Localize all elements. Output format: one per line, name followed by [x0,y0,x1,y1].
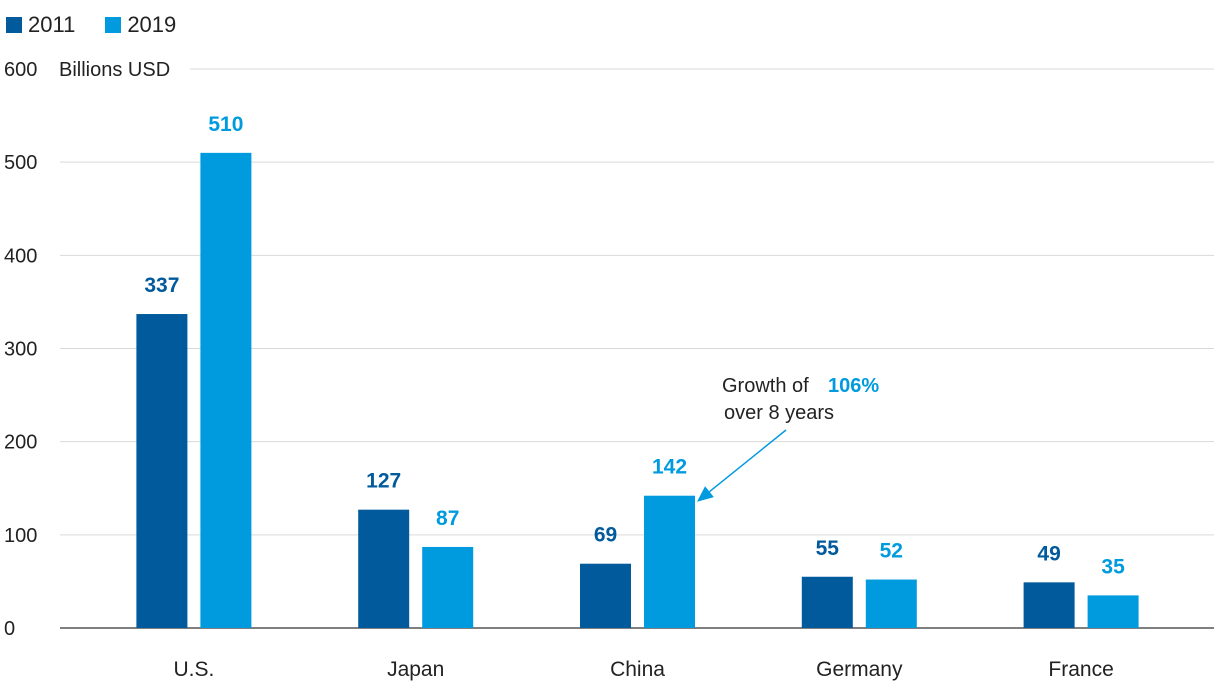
legend-label-2019: 2019 [127,12,177,37]
annotation-arrow-line [708,429,787,493]
annotation-suffix: over 8 years [724,402,834,424]
bar-u-s-2019 [200,152,252,628]
annotation-prefix: Growth of [722,375,809,397]
data-label-u-s-2011: 337 [144,274,179,297]
legend-item-2019: 2019 [105,12,176,38]
bar-germany-2019 [865,579,917,628]
y-tick-label-400: 400 [4,245,37,267]
y-tick-label-200: 200 [4,432,37,454]
y-axis-unit-label: Billions USD [59,59,170,81]
legend-item-2011: 2011 [6,12,75,38]
data-label-france-2011: 49 [1037,542,1060,565]
y-axis-ticks: 0 100 200 300 400 500 600 [4,59,37,640]
bar-france-2011 [1023,582,1075,628]
data-label-germany-2011: 55 [816,537,840,560]
y-tick-label-500: 500 [4,152,37,174]
x-tick-label-germany: Germany [816,658,903,681]
x-tick-label-u-s: U.S. [173,658,214,681]
bar-china-2011 [580,563,631,628]
annotation-arrow-head [697,486,714,502]
bar-japan-2011 [358,509,410,628]
y-tick-label-100: 100 [4,525,37,547]
legend-swatch-2011 [6,17,22,33]
y-tick-label-300: 300 [4,339,37,361]
data-labels: 337 510 127 87 69 142 55 52 49 35 [144,113,1125,579]
annotation-highlight: 106% [828,375,879,397]
bar-china-2019 [644,495,695,628]
bars [136,152,1139,628]
bar-france-2019 [1087,595,1139,628]
legend-swatch-2019 [105,17,122,33]
bar-germany-2011 [801,576,853,628]
data-label-u-s-2019: 510 [208,113,243,136]
growth-annotation: Growth of 106% over 8 years [697,375,879,502]
bar-japan-2019 [422,546,474,628]
bar-u-s-2011 [136,314,188,628]
x-tick-label-france: France [1048,658,1113,681]
data-label-japan-2019: 87 [436,507,459,530]
y-tick-label-600: 600 [4,59,37,81]
data-label-france-2019: 35 [1101,555,1125,578]
data-label-china-2019: 142 [652,456,687,479]
x-tick-label-japan: Japan [387,658,444,681]
x-tick-label-china: China [610,658,665,681]
data-label-japan-2011: 127 [366,470,401,493]
gridlines [60,68,1214,629]
legend: 2011 2019 [6,12,176,38]
data-label-china-2011: 69 [594,524,617,547]
x-axis-categories: U.S. Japan China Germany France [173,658,1113,681]
y-tick-label-0: 0 [4,618,15,640]
data-label-germany-2019: 52 [880,540,903,563]
legend-label-2011: 2011 [28,12,76,37]
